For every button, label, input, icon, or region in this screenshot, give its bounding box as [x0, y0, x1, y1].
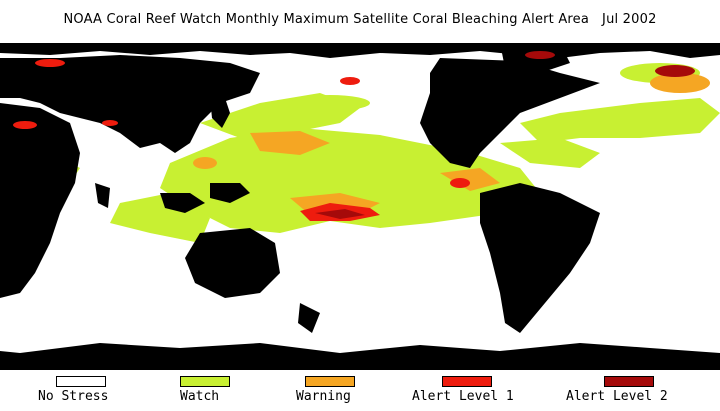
- land-masses: [0, 43, 720, 370]
- legend-swatch: [442, 376, 492, 387]
- watch-area-japan: [290, 95, 370, 111]
- alert1-area-bering: [340, 77, 360, 85]
- alert1-area-east-pacific: [450, 178, 470, 188]
- land-borneo: [160, 193, 205, 213]
- land-south-america: [480, 183, 600, 333]
- alert2-area-hudson: [525, 51, 555, 59]
- bleaching-alert-map: [0, 43, 720, 370]
- land-antarctica: [0, 343, 720, 370]
- legend-swatch: [604, 376, 654, 387]
- land-madagascar: [95, 183, 110, 208]
- watch-area-atlantic: [520, 98, 720, 143]
- legend-label: Alert Level 1: [412, 389, 514, 404]
- map-title: NOAA Coral Reef Watch Monthly Maximum Sa…: [0, 12, 720, 27]
- title-date: Jul 2002: [602, 12, 657, 27]
- alert1-area-black-sea: [35, 59, 65, 67]
- alert-spots: [13, 51, 695, 221]
- alert1-area-gulf: [102, 120, 118, 126]
- land-north-america: [420, 58, 600, 168]
- land-eurasia: [0, 55, 260, 153]
- title-gap: [589, 12, 602, 27]
- warning-area-philippines: [193, 157, 217, 169]
- legend-label: Alert Level 2: [566, 389, 668, 404]
- legend-label: No Stress: [38, 389, 109, 404]
- legend-swatch: [305, 376, 355, 387]
- legend-label: Watch: [180, 389, 220, 404]
- land-new-zealand: [298, 303, 320, 333]
- alert2-area-europe: [655, 65, 695, 77]
- land-australia: [185, 228, 280, 298]
- land-new-guinea: [210, 183, 250, 203]
- title-text: NOAA Coral Reef Watch Monthly Maximum Sa…: [63, 12, 590, 27]
- watch-area-caribbean: [500, 138, 600, 168]
- warning-area-europe: [650, 73, 710, 93]
- legend: No Stress Watch Warning Alert Level 1 Alert …: [0, 374, 720, 411]
- legend-swatch: [56, 376, 106, 387]
- land-africa: [0, 103, 80, 298]
- warning-area-central-pacific: [250, 131, 330, 155]
- land-japan: [210, 98, 230, 128]
- legend-swatch: [180, 376, 230, 387]
- legend-label: Warning: [296, 389, 351, 404]
- warning-area-east-pacific: [440, 168, 500, 191]
- alert2-area-south-pacific: [315, 209, 365, 219]
- alert1-area-red-sea: [13, 121, 37, 129]
